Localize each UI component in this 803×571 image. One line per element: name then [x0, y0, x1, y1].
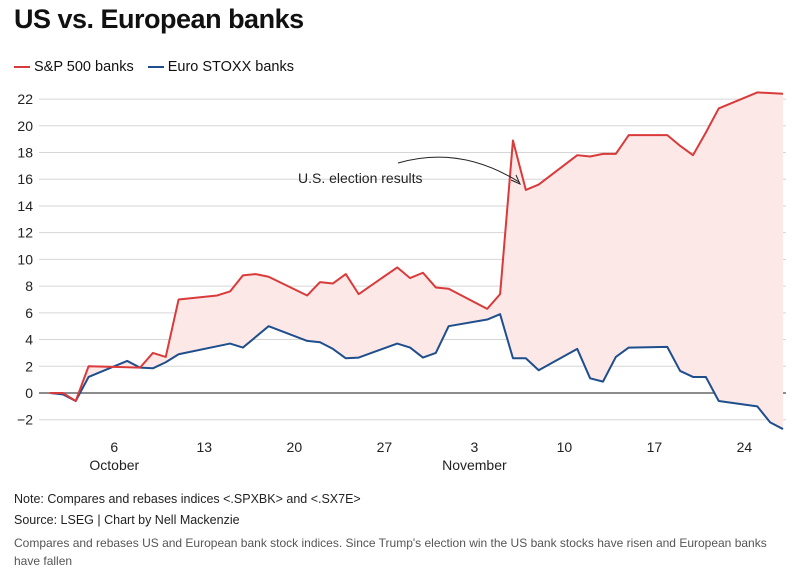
legend-swatch-eurostoxx — [147, 66, 164, 68]
y-tick-label: 0 — [25, 385, 33, 401]
arrowhead-icon — [510, 174, 521, 185]
y-tick-label: 2 — [25, 358, 33, 374]
x-tick-label: 3 — [470, 439, 478, 455]
legend: S&P 500 banks Euro STOXX banks — [14, 59, 294, 75]
y-tick-label: 8 — [25, 278, 33, 294]
chart-title: US vs. European banks — [14, 4, 304, 34]
caption-text: Compares and rebases US and European ban… — [14, 536, 767, 568]
y-tick-label: 6 — [25, 305, 33, 321]
y-tick-label: 22 — [17, 91, 33, 107]
y-tick-label: 12 — [17, 225, 33, 241]
x-tick-label: 6 — [110, 439, 118, 455]
legend-label-eurostoxx: Euro STOXX banks — [167, 59, 294, 75]
annotation-arrow — [397, 156, 520, 183]
x-tick-label: 13 — [197, 439, 213, 455]
y-tick-label: 4 — [25, 332, 33, 348]
y-tick-label: −2 — [17, 412, 33, 428]
x-tick-label: 10 — [557, 439, 573, 455]
y-tick-label: 18 — [17, 145, 33, 161]
spread-fill-area — [50, 92, 784, 430]
series-line-eurostoxx — [49, 313, 784, 430]
y-tick-label: 14 — [17, 198, 33, 214]
note-text: Note: Compares and rebases indices <.SPX… — [14, 492, 361, 506]
x-tick-label: 20 — [287, 439, 303, 455]
x-month-label: October — [89, 457, 139, 473]
series-line-sp500 — [50, 91, 784, 403]
legend-swatch-sp500 — [14, 66, 30, 68]
legend-item-eurostoxx: Euro STOXX banks — [147, 59, 294, 75]
x-tick-label: 27 — [377, 439, 393, 455]
y-tick-label: 16 — [17, 171, 33, 187]
legend-item-sp500: S&P 500 banks — [14, 59, 134, 75]
source-text: Source: LSEG | Chart by Nell Mackenzie — [14, 513, 240, 527]
annotation-label: U.S. election results — [298, 170, 423, 186]
y-tick-label: 20 — [17, 118, 33, 134]
x-tick-label: 24 — [737, 439, 753, 455]
x-tick-label: 17 — [647, 439, 663, 455]
x-month-label: November — [442, 457, 507, 473]
y-tick-label: 10 — [17, 251, 33, 267]
legend-label-sp500: S&P 500 banks — [34, 59, 134, 75]
